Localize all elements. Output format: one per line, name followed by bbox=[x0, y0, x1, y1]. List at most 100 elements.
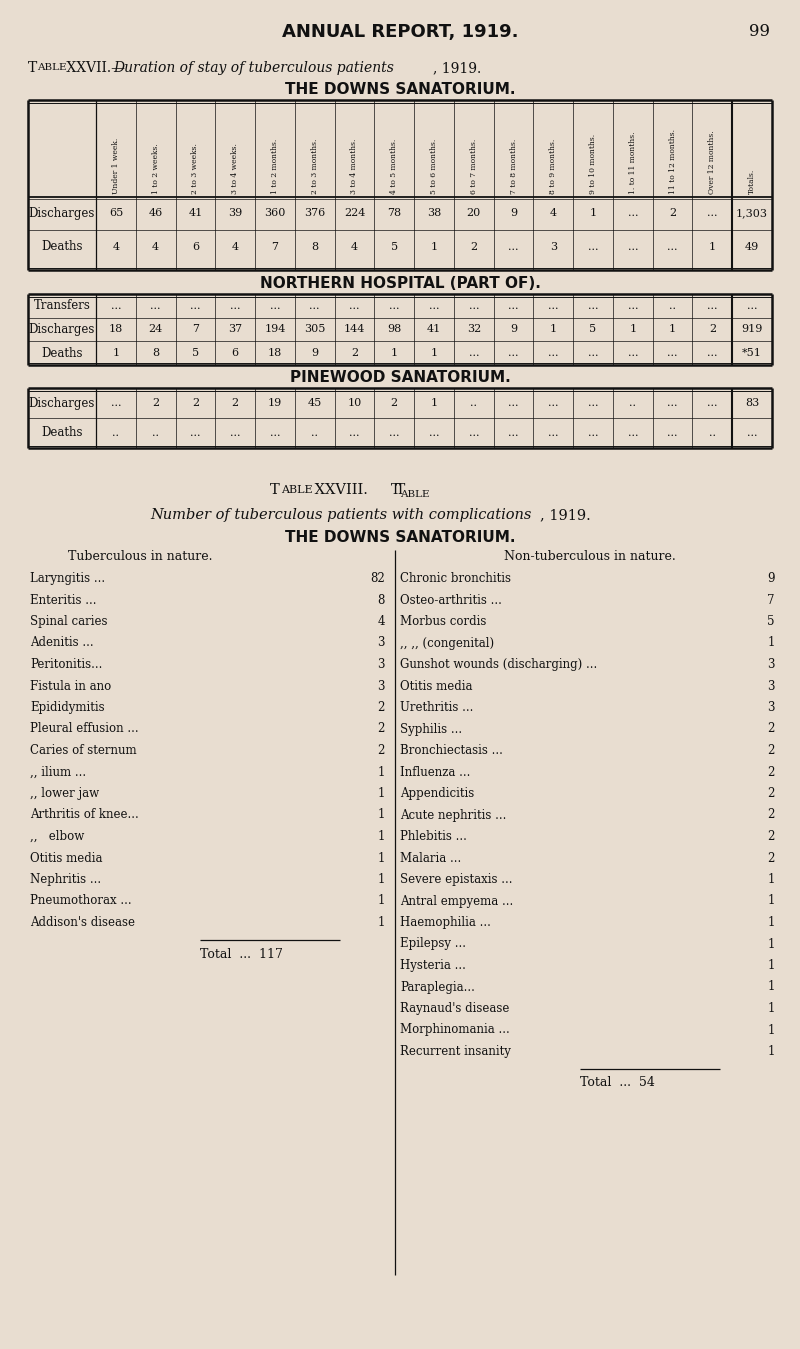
Text: 18: 18 bbox=[109, 325, 123, 335]
Text: ...: ... bbox=[588, 398, 598, 407]
Text: ...: ... bbox=[548, 301, 558, 310]
Text: Totals.: Totals. bbox=[748, 169, 756, 194]
Text: 2: 2 bbox=[709, 325, 716, 335]
Text: Pneumothorax ...: Pneumothorax ... bbox=[30, 894, 132, 908]
Text: Pleural effusion ...: Pleural effusion ... bbox=[30, 723, 138, 735]
Text: 1,303: 1,303 bbox=[736, 209, 768, 219]
Text: ,, lower jaw: ,, lower jaw bbox=[30, 786, 99, 800]
Text: Adenitis ...: Adenitis ... bbox=[30, 637, 94, 649]
Text: 65: 65 bbox=[109, 209, 123, 219]
Text: Chronic bronchitis: Chronic bronchitis bbox=[400, 572, 511, 585]
Text: 2: 2 bbox=[192, 398, 199, 407]
Text: 1: 1 bbox=[768, 938, 775, 951]
Text: 4: 4 bbox=[152, 241, 159, 251]
Text: 1: 1 bbox=[768, 916, 775, 929]
Text: , 1919.: , 1919. bbox=[540, 509, 590, 522]
Text: 2 to 3 weeks.: 2 to 3 weeks. bbox=[191, 143, 199, 194]
Text: ...: ... bbox=[548, 428, 558, 438]
Text: 144: 144 bbox=[344, 325, 365, 335]
Text: 3: 3 bbox=[767, 701, 775, 714]
Text: 1: 1 bbox=[390, 348, 398, 359]
Text: Malaria ...: Malaria ... bbox=[400, 851, 462, 865]
Text: ..: .. bbox=[152, 428, 159, 438]
Text: 3 to 4 weeks.: 3 to 4 weeks. bbox=[231, 143, 239, 194]
Text: 2: 2 bbox=[768, 851, 775, 865]
Text: ...: ... bbox=[747, 428, 758, 438]
Text: ...: ... bbox=[190, 301, 201, 310]
Text: 2 to 3 months.: 2 to 3 months. bbox=[310, 139, 318, 194]
Text: 3: 3 bbox=[378, 680, 385, 692]
Text: 4 to 5 months.: 4 to 5 months. bbox=[390, 139, 398, 194]
Text: 3: 3 bbox=[767, 658, 775, 670]
Text: Influenza ...: Influenza ... bbox=[400, 765, 470, 778]
Text: 7: 7 bbox=[767, 594, 775, 607]
Text: Peritonitis...: Peritonitis... bbox=[30, 658, 102, 670]
Text: 78: 78 bbox=[387, 209, 402, 219]
Text: ...: ... bbox=[667, 241, 678, 251]
Text: 4: 4 bbox=[112, 241, 119, 251]
Text: ...: ... bbox=[469, 348, 479, 359]
Text: Arthritis of knee...: Arthritis of knee... bbox=[30, 808, 138, 822]
Text: 1: 1 bbox=[378, 808, 385, 822]
Text: ...: ... bbox=[707, 301, 718, 310]
Text: ...: ... bbox=[389, 301, 399, 310]
Text: 224: 224 bbox=[344, 209, 365, 219]
Text: ...: ... bbox=[270, 301, 280, 310]
Text: 7 to 8 months.: 7 to 8 months. bbox=[510, 139, 518, 194]
Text: Transfers: Transfers bbox=[34, 299, 90, 313]
Text: 4: 4 bbox=[550, 209, 557, 219]
Text: Phlebitis ...: Phlebitis ... bbox=[400, 830, 467, 843]
Text: 8 to 9 months.: 8 to 9 months. bbox=[550, 139, 558, 194]
Text: 1: 1 bbox=[669, 325, 676, 335]
Text: ..: .. bbox=[669, 301, 676, 310]
Text: Epilepsy ...: Epilepsy ... bbox=[400, 938, 466, 951]
Text: 2: 2 bbox=[152, 398, 159, 407]
Text: Morphinomania ...: Morphinomania ... bbox=[400, 1024, 510, 1036]
Text: 194: 194 bbox=[264, 325, 286, 335]
Text: 2: 2 bbox=[390, 398, 398, 407]
Text: 5: 5 bbox=[590, 325, 597, 335]
Text: Tuberculous in nature.: Tuberculous in nature. bbox=[68, 549, 212, 563]
Text: 2: 2 bbox=[378, 701, 385, 714]
Text: 19: 19 bbox=[268, 398, 282, 407]
Text: ...: ... bbox=[627, 241, 638, 251]
Text: ...: ... bbox=[747, 301, 758, 310]
Text: ...: ... bbox=[469, 428, 479, 438]
Text: Epididymitis: Epididymitis bbox=[30, 701, 105, 714]
Text: ...: ... bbox=[667, 348, 678, 359]
Text: 1: 1 bbox=[378, 916, 385, 929]
Text: ...: ... bbox=[627, 301, 638, 310]
Text: ABLE: ABLE bbox=[37, 63, 66, 73]
Text: ...: ... bbox=[110, 301, 121, 310]
Text: 5: 5 bbox=[192, 348, 199, 359]
Text: Total  ...  54: Total ... 54 bbox=[580, 1077, 655, 1090]
Text: Discharges: Discharges bbox=[29, 322, 95, 336]
Text: ...: ... bbox=[429, 428, 439, 438]
Text: 10: 10 bbox=[347, 398, 362, 407]
Text: 3: 3 bbox=[767, 680, 775, 692]
Text: Urethritis ...: Urethritis ... bbox=[400, 701, 474, 714]
Text: Addison's disease: Addison's disease bbox=[30, 916, 135, 929]
Text: 376: 376 bbox=[304, 209, 326, 219]
Text: Caries of sternum: Caries of sternum bbox=[30, 745, 137, 757]
Text: Duration of stay of tuberculous patients: Duration of stay of tuberculous patients bbox=[113, 61, 394, 76]
Text: 2: 2 bbox=[351, 348, 358, 359]
Text: 1: 1 bbox=[378, 894, 385, 908]
Text: ,,   elbow: ,, elbow bbox=[30, 830, 84, 843]
Text: Total  ...  117: Total ... 117 bbox=[200, 947, 283, 960]
Text: 41: 41 bbox=[188, 209, 202, 219]
Text: ,, ilium ...: ,, ilium ... bbox=[30, 765, 86, 778]
Text: 1: 1 bbox=[630, 325, 636, 335]
Text: Enteritis ...: Enteritis ... bbox=[30, 594, 97, 607]
Text: 1: 1 bbox=[378, 830, 385, 843]
Text: Nephritis ...: Nephritis ... bbox=[30, 873, 101, 886]
Text: 1 to 2 weeks.: 1 to 2 weeks. bbox=[152, 143, 160, 194]
Text: Over 12 months.: Over 12 months. bbox=[708, 131, 716, 194]
Text: Laryngitis ...: Laryngitis ... bbox=[30, 572, 105, 585]
Text: 18: 18 bbox=[268, 348, 282, 359]
Text: ...: ... bbox=[150, 301, 161, 310]
Text: 8: 8 bbox=[311, 241, 318, 251]
Text: XXVII.—: XXVII.— bbox=[62, 61, 125, 76]
Text: ABLE: ABLE bbox=[400, 490, 430, 499]
Text: 1: 1 bbox=[709, 241, 716, 251]
